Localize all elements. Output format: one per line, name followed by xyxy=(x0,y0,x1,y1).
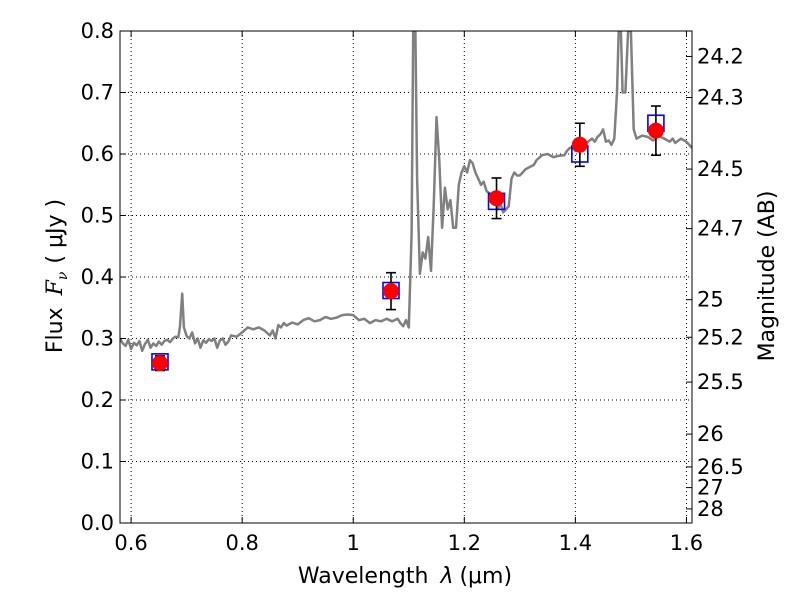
x-tick-label: 0.8 xyxy=(225,531,258,555)
magnitude-tick-label: 24.3 xyxy=(697,85,744,109)
observed-photometry-point xyxy=(488,190,505,207)
magnitude-axis-label: Magnitude (AB) xyxy=(755,191,780,362)
x-tick-label: 1.4 xyxy=(559,531,592,555)
magnitude-tick-label: 24.5 xyxy=(697,157,744,181)
magnitude-tick-label: 28 xyxy=(697,497,724,521)
magnitude-tick-label: 25.5 xyxy=(697,370,744,394)
observed-photometry-point xyxy=(647,122,664,139)
magnitude-tick-label: 24.7 xyxy=(697,217,744,241)
y-tick-label: 0.0 xyxy=(81,511,114,535)
y-tick-label: 0.1 xyxy=(81,450,114,474)
x-tick-label: 0.6 xyxy=(114,531,147,555)
photometry-markers xyxy=(151,105,665,372)
y-tick-label: 0.5 xyxy=(81,204,114,228)
y-tick-label: 0.2 xyxy=(81,388,114,412)
magnitude-tick-label: 26 xyxy=(697,422,724,446)
magnitude-tick-label: 25.2 xyxy=(697,325,744,349)
y-tick-label: 0.8 xyxy=(81,19,114,43)
plot-frame xyxy=(119,30,693,524)
magnitude-tick-label: 26.5 xyxy=(697,455,744,479)
y-tick-label: 0.4 xyxy=(81,265,114,289)
y-tick-label: 0.6 xyxy=(81,142,114,166)
x-axis-label: Wavelength λ (μm) xyxy=(298,564,512,589)
y-tick-label: 0.7 xyxy=(81,81,114,105)
magnitude-tick-label: 25 xyxy=(697,288,724,312)
magnitude-tick-label: 27 xyxy=(697,476,724,500)
x-tick-label: 1 xyxy=(347,531,360,555)
observed-photometry-point xyxy=(571,136,588,153)
observed-photometry-point xyxy=(383,283,400,300)
axis-ticks: 0.6 0.8 1 1.2 1.4 1.6 0.0 0.1 0.2 0.3 0.4 0.5 0.6 0.7… xyxy=(81,19,744,555)
plot-data xyxy=(120,31,692,372)
magnitude-tick-label: 24.2 xyxy=(697,44,744,68)
x-tick-label: 1.6 xyxy=(670,531,703,555)
y-tick-label: 0.3 xyxy=(81,327,114,351)
grid-lines xyxy=(120,30,692,524)
model-spectrum-line xyxy=(120,31,692,353)
observed-photometry-point xyxy=(151,355,168,372)
y-axis-label: FluxFν( μJy ) xyxy=(43,199,71,353)
x-tick-label: 1.2 xyxy=(448,531,481,555)
